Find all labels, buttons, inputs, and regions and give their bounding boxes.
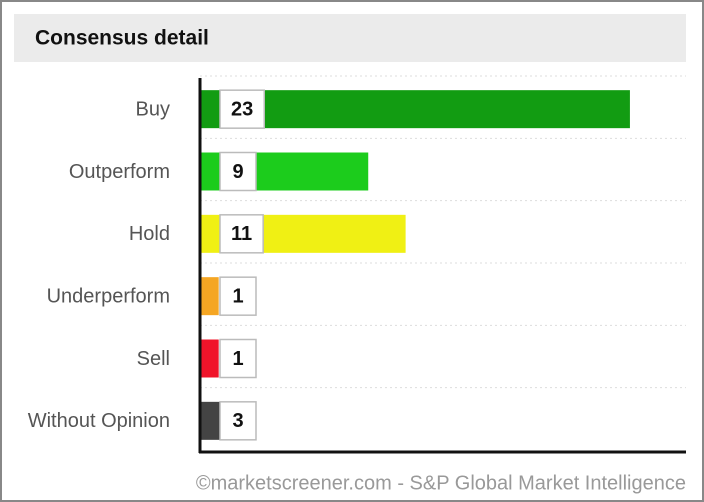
value-label-box (219, 401, 257, 441)
header-box (14, 14, 686, 62)
value-label-box (219, 151, 257, 192)
value-label-box (219, 214, 264, 254)
value-label-box (219, 89, 265, 129)
chart-title: Consensus detail (35, 27, 209, 50)
value-label: 9 (232, 161, 243, 183)
value-label: 23 (231, 98, 253, 120)
value-label: 1 (232, 348, 243, 370)
bar (200, 339, 219, 378)
value-label: 11 (231, 223, 252, 245)
source: ©marketscreener.com - S&P Global Market … (196, 472, 686, 494)
value-label: 3 (232, 410, 243, 432)
value-label: 1 (232, 285, 243, 307)
category-label: Without Opinion (28, 410, 170, 432)
category-label: Sell (137, 348, 170, 370)
value-label-box (219, 276, 257, 316)
bar (200, 90, 630, 129)
category-label: Underperform (47, 285, 170, 307)
bar (200, 277, 219, 316)
category-label: Outperform (69, 161, 170, 183)
category-label: Buy (136, 98, 170, 120)
value-label-box (219, 338, 257, 379)
category-label: Hold (129, 223, 170, 245)
